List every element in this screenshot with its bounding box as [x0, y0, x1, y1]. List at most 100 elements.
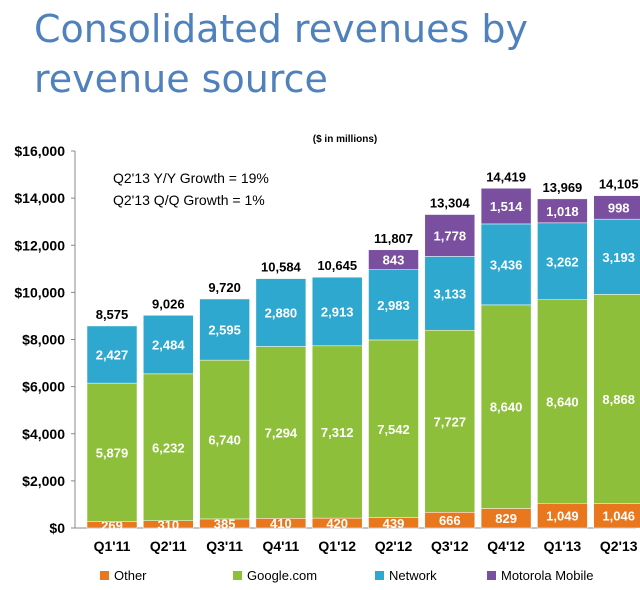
total-label: 14,105 [599, 177, 639, 192]
bar-segment-google-com [143, 373, 194, 521]
bar-segment-google-com [480, 304, 532, 509]
bar-segment-google-com [424, 329, 476, 513]
unit-note: ($ in millions) [313, 134, 377, 145]
data-label: 829 [495, 511, 517, 526]
legend-item: Other [100, 568, 147, 583]
data-label: 8,640 [546, 394, 579, 409]
data-label: 385 [214, 516, 236, 531]
bar-segment-network [311, 276, 363, 347]
total-label: 9,720 [208, 280, 241, 295]
total-label: 13,304 [430, 196, 471, 211]
total-label: 10,645 [317, 258, 357, 273]
bar-segment-network [424, 256, 476, 331]
bar-segment-google-com [537, 299, 588, 504]
x-tick-label: Q2'11 [150, 538, 187, 554]
legend-item: Google.com [233, 568, 317, 583]
y-tick-label: $12,000 [14, 237, 65, 253]
x-tick-label: Q3'12 [431, 538, 469, 554]
data-label: 3,133 [434, 286, 467, 301]
data-label: 410 [270, 516, 292, 531]
data-label: 1,049 [546, 509, 579, 524]
data-label: 2,983 [377, 298, 410, 313]
data-label: 439 [383, 516, 405, 531]
bar-segment-google-com [86, 382, 138, 522]
data-label: 7,294 [265, 425, 298, 440]
data-label: 1,018 [546, 204, 579, 219]
bar-segment-network [537, 222, 588, 300]
y-tick-label: $6,000 [22, 379, 65, 395]
legend-item: Motorola Mobile [487, 568, 594, 583]
data-label: 7,727 [434, 414, 467, 429]
data-label: 666 [439, 513, 461, 528]
legend-swatch [233, 571, 242, 580]
y-tick-label: $14,000 [14, 190, 65, 206]
slide-title: Consolidated revenues by revenue source [34, 7, 528, 101]
total-label: 11,807 [374, 231, 413, 246]
data-label: 2,880 [265, 306, 298, 321]
bar-segment-google-com [368, 339, 419, 518]
bar-segment-network [199, 298, 250, 361]
data-label: 6,740 [208, 433, 241, 448]
legend-item: Network [375, 568, 437, 583]
bar-segment-other [537, 503, 588, 529]
data-label: 8,640 [490, 400, 523, 415]
growth-annotation: Q2'13 Y/Y Growth = 19% [113, 170, 269, 186]
data-label: 3,436 [490, 257, 523, 272]
x-tick-label: Q2'13 [600, 538, 638, 554]
data-label: 1,778 [434, 228, 467, 243]
x-tick-label: Q1'12 [318, 538, 356, 554]
data-label: 1,046 [602, 509, 635, 524]
y-tick-label: $2,000 [22, 473, 65, 489]
legend-label: Other [114, 568, 147, 583]
y-tick-label: $16,000 [14, 143, 65, 159]
x-tick-label: Q4'11 [262, 538, 299, 554]
bar-segment-motorola-mobile [424, 214, 476, 257]
data-label: 7,312 [321, 425, 354, 440]
data-label: 3,193 [602, 250, 635, 265]
bar-segment-other [593, 503, 640, 529]
y-tick-label: $0 [49, 520, 65, 536]
total-label: 9,026 [152, 296, 185, 311]
bar-segment-network [255, 278, 307, 347]
x-tick-label: Q3'11 [206, 538, 243, 554]
bar-segment-network [480, 223, 532, 306]
data-label: 6,232 [152, 440, 185, 455]
legend-swatch [487, 571, 496, 580]
bar-segment-motorola-mobile [480, 188, 532, 225]
legend-label: Google.com [247, 568, 318, 583]
total-label: 14,419 [486, 169, 526, 184]
legend-swatch [375, 571, 384, 580]
total-label: 10,584 [261, 260, 302, 275]
bar-segment-network [593, 218, 640, 295]
legend-label: Motorola Mobile [501, 568, 594, 583]
data-label: 310 [157, 517, 179, 532]
data-label: 2,427 [96, 348, 129, 363]
bar-segment-google-com [593, 294, 640, 504]
data-label: 8,868 [602, 392, 635, 407]
y-tick-label: $8,000 [22, 332, 65, 348]
x-tick-label: Q2'12 [375, 538, 413, 554]
data-label: 2,484 [152, 338, 185, 353]
data-label: 1,514 [490, 199, 523, 214]
total-label: 13,969 [543, 180, 583, 195]
bar-segment-network [143, 315, 194, 375]
bar-segment-motorola-mobile [537, 198, 588, 224]
x-tick-label: Q1'13 [544, 538, 582, 554]
bar-segment-google-com [199, 359, 250, 520]
bar-segment-network [368, 269, 419, 341]
data-label: 3,262 [546, 254, 579, 269]
bar-segment-network [86, 325, 138, 384]
x-tick-label: Q1'11 [94, 538, 131, 554]
data-label: 2,913 [321, 304, 354, 319]
bar-segment-google-com [311, 345, 363, 519]
growth-annotation: Q2'13 Q/Q Growth = 1% [113, 192, 265, 208]
data-label: 420 [326, 516, 348, 531]
legend-swatch [100, 571, 109, 580]
data-label: 998 [608, 200, 630, 215]
total-label: 8,575 [96, 307, 129, 322]
data-label: 843 [383, 253, 405, 268]
x-tick-label: Q4'12 [487, 538, 525, 554]
legend-label: Network [389, 568, 437, 583]
bar-segment-motorola-mobile [593, 195, 640, 220]
data-label: 5,879 [96, 445, 129, 460]
